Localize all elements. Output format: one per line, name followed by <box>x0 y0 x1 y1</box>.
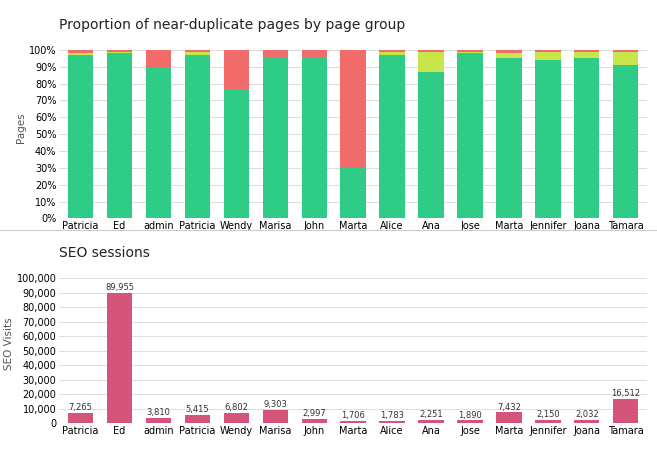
Bar <box>107 293 132 423</box>
Bar <box>107 50 132 51</box>
Text: 7,265: 7,265 <box>68 403 93 412</box>
Legend: No duplication, Managed duplicate content, Problematic duplicate content: No duplication, Managed duplicate conten… <box>139 263 568 281</box>
Bar <box>107 53 132 218</box>
Bar <box>263 58 288 218</box>
Bar <box>613 65 639 218</box>
Bar <box>302 419 327 423</box>
Bar <box>574 51 599 58</box>
Bar <box>340 168 366 218</box>
Bar <box>146 67 171 218</box>
Bar <box>380 50 405 51</box>
Bar <box>613 399 639 423</box>
Text: 6,802: 6,802 <box>225 404 248 412</box>
Bar <box>496 53 522 58</box>
Bar <box>419 72 443 218</box>
Bar <box>68 50 93 53</box>
Bar <box>380 55 405 218</box>
Bar <box>613 50 639 51</box>
Bar <box>302 58 327 218</box>
Bar <box>535 50 560 51</box>
Text: 1,890: 1,890 <box>458 410 482 420</box>
Bar <box>185 55 210 218</box>
Bar <box>223 89 249 218</box>
Text: 16,512: 16,512 <box>611 389 640 399</box>
Bar <box>457 420 483 423</box>
Text: 7,432: 7,432 <box>497 403 521 411</box>
Text: 2,997: 2,997 <box>302 409 326 418</box>
Bar <box>146 418 171 423</box>
Bar <box>613 51 639 65</box>
Bar <box>535 51 560 60</box>
Bar <box>185 51 210 55</box>
Text: 5,415: 5,415 <box>185 405 209 415</box>
Bar <box>419 51 443 72</box>
Bar <box>68 53 93 55</box>
Text: 9,303: 9,303 <box>263 400 287 409</box>
Bar <box>68 55 93 218</box>
Bar <box>535 60 560 218</box>
Bar <box>340 50 366 168</box>
Bar <box>185 50 210 51</box>
Bar <box>457 50 483 51</box>
Bar <box>535 420 560 423</box>
Text: 1,783: 1,783 <box>380 411 404 420</box>
Bar <box>574 58 599 218</box>
Bar <box>223 50 249 89</box>
Text: SEO sessions: SEO sessions <box>59 246 150 260</box>
Bar <box>340 421 366 423</box>
Text: 89,955: 89,955 <box>105 283 134 292</box>
Text: 2,032: 2,032 <box>575 410 599 420</box>
Y-axis label: Pages: Pages <box>16 112 26 143</box>
Bar <box>419 50 443 51</box>
Bar <box>146 50 171 67</box>
Bar <box>574 420 599 423</box>
Bar <box>185 415 210 423</box>
Bar <box>457 53 483 218</box>
Bar <box>496 412 522 423</box>
Bar <box>302 50 327 58</box>
Text: Proportion of near-duplicate pages by page group: Proportion of near-duplicate pages by pa… <box>59 19 405 32</box>
Text: 2,251: 2,251 <box>419 410 443 419</box>
Bar <box>68 413 93 423</box>
Bar <box>263 410 288 423</box>
Bar <box>419 420 443 423</box>
Bar <box>457 51 483 53</box>
Y-axis label: SEO Visits: SEO Visits <box>4 317 14 370</box>
Bar <box>574 50 599 51</box>
Text: 1,706: 1,706 <box>341 411 365 420</box>
Bar <box>496 50 522 53</box>
Bar <box>107 51 132 53</box>
Text: 3,810: 3,810 <box>147 408 170 417</box>
Bar <box>380 51 405 55</box>
Bar <box>380 420 405 423</box>
Bar <box>263 50 288 58</box>
Bar <box>223 413 249 423</box>
Bar <box>496 58 522 218</box>
Text: 2,150: 2,150 <box>536 410 560 419</box>
